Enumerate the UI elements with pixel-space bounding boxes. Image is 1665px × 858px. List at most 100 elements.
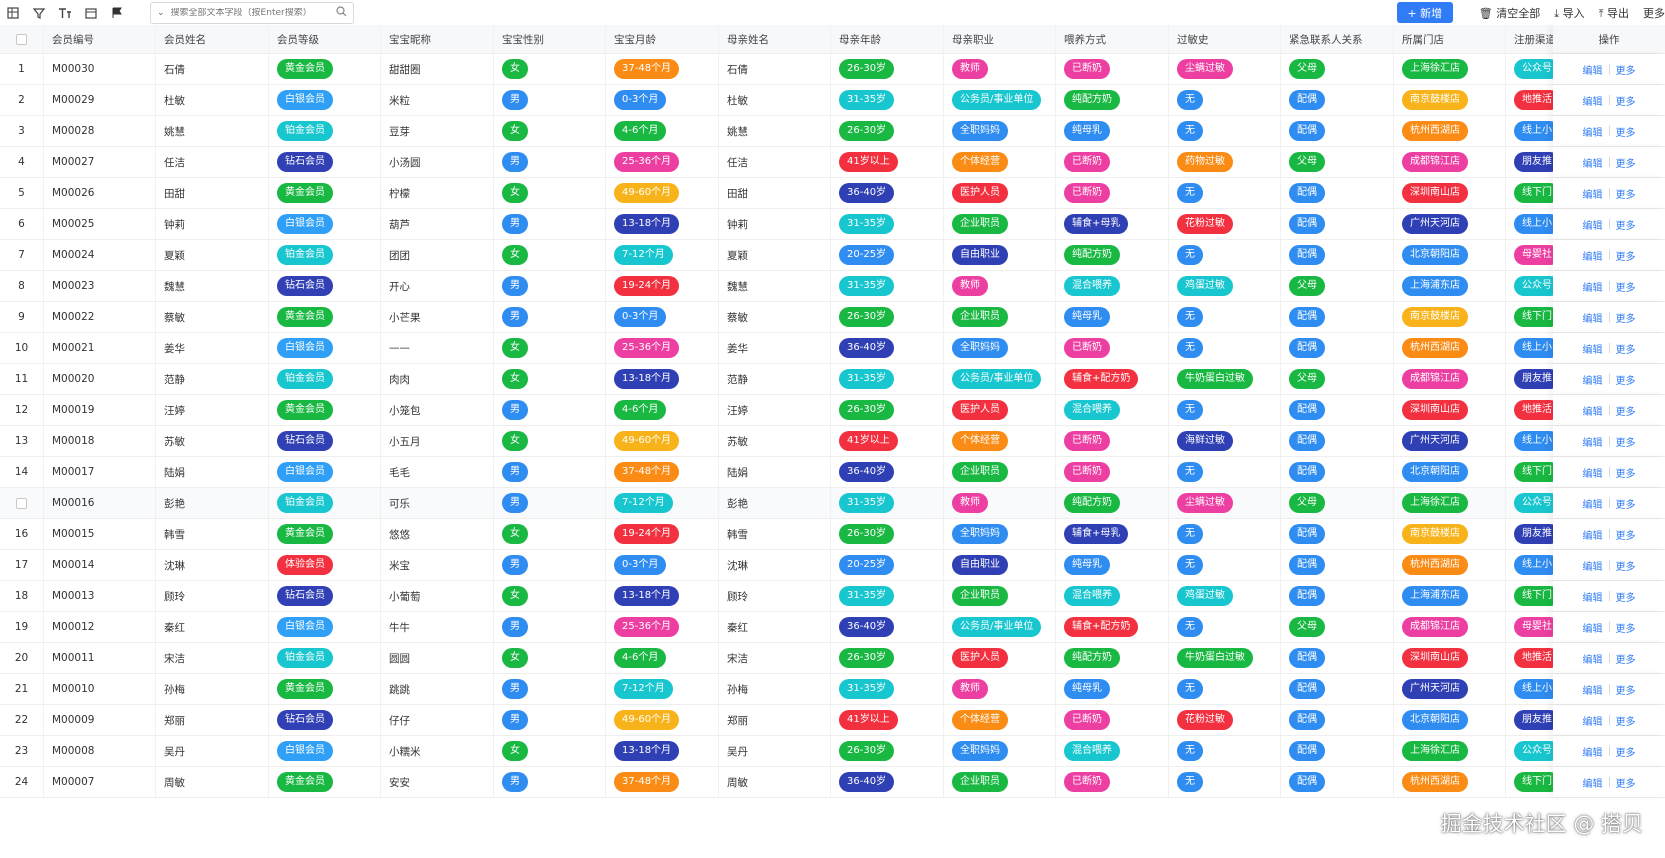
table-cell[interactable]: 男 [494,147,606,177]
table-cell[interactable]: M00020 [44,364,156,394]
clear-all-button[interactable]: 🗑 清空全部 [1479,5,1540,21]
table-cell[interactable]: 白银会员 [269,612,381,642]
table-cell[interactable]: 36-40岁 [831,767,944,797]
table-cell[interactable]: 配偶 [1281,209,1394,239]
table-cell[interactable]: 钻石会员 [269,271,381,301]
table-cell[interactable]: 无 [1169,674,1281,704]
table-cell[interactable]: 辅食+配方奶 [1056,364,1169,394]
select-all-checkbox[interactable] [16,33,27,45]
edit-link[interactable]: 编辑 [1582,282,1603,294]
table-cell[interactable]: 37-48个月 [606,767,719,797]
edit-link[interactable]: 编辑 [1582,96,1603,108]
table-cell[interactable]: 13-18个月 [606,364,719,394]
table-cell[interactable]: 已断奶 [1056,457,1169,487]
table-cell[interactable]: M00008 [44,736,156,766]
table-cell[interactable]: 南京鼓楼店 [1394,85,1506,115]
table-cell[interactable]: 杭州西湖店 [1394,116,1506,146]
table-cell[interactable]: 男 [494,488,606,518]
table-cell[interactable]: 25-36个月 [606,333,719,363]
table-cell[interactable]: 混合喂养 [1056,395,1169,425]
table-cell[interactable]: 蔡敏 [719,302,831,332]
table-cell[interactable]: 已断奶 [1056,54,1169,84]
table-cell[interactable]: 小芒果 [381,302,494,332]
table-cell[interactable]: 26-30岁 [831,736,944,766]
table-cell[interactable]: 无 [1169,395,1281,425]
table-cell[interactable]: 20-25岁 [831,550,944,580]
table-cell[interactable]: 白银会员 [269,736,381,766]
table-cell[interactable]: 汪婷 [156,395,269,425]
table-cell[interactable]: 13-18个月 [606,581,719,611]
table-cell[interactable]: 配偶 [1281,767,1394,797]
table-cell[interactable]: M00028 [44,116,156,146]
table-cell[interactable]: 沈琳 [156,550,269,580]
table-cell[interactable]: 混合喂养 [1056,271,1169,301]
table-cell[interactable]: 钻石会员 [269,426,381,456]
table-cell[interactable]: 已断奶 [1056,333,1169,363]
table-cell[interactable]: 小五月 [381,426,494,456]
table-cell[interactable]: 配偶 [1281,643,1394,673]
table-cell[interactable]: 男 [494,85,606,115]
table-cell[interactable]: 全职妈妈 [944,519,1056,549]
table-cell[interactable]: 姜华 [719,333,831,363]
more-link[interactable]: 更多 [1615,251,1636,263]
table-cell[interactable]: 2 [0,85,44,115]
table-cell[interactable]: 41岁以上 [831,147,944,177]
table-cell[interactable]: 纯配方奶 [1056,643,1169,673]
table-cell[interactable]: 个体经营 [944,705,1056,735]
table-cell[interactable]: 31-35岁 [831,364,944,394]
column-header[interactable]: 会员编号 [44,25,156,53]
table-cell[interactable]: 49-60个月 [606,705,719,735]
table-cell[interactable]: 10 [0,333,44,363]
table-cell[interactable]: 吴丹 [719,736,831,766]
table-cell[interactable]: 纯母乳 [1056,550,1169,580]
more-link[interactable]: 更多 [1615,96,1636,108]
table-cell[interactable]: 韩雪 [719,519,831,549]
column-header[interactable]: 母亲姓名 [719,25,831,53]
table-cell[interactable]: 女 [494,178,606,208]
edit-link[interactable]: 编辑 [1582,747,1603,759]
edit-link[interactable]: 编辑 [1582,158,1603,170]
table-cell[interactable]: 朋友推 [1506,705,1556,735]
table-cell[interactable]: 男 [494,612,606,642]
table-cell[interactable]: 开心 [381,271,494,301]
more-link[interactable]: 更多 [1615,716,1636,728]
table-cell[interactable]: 纯配方奶 [1056,240,1169,270]
table-cell[interactable]: 男 [494,705,606,735]
column-header[interactable]: 会员姓名 [156,25,269,53]
table-cell[interactable]: 已断奶 [1056,178,1169,208]
more-menu-button[interactable]: 更多 [1643,6,1665,20]
table-cell[interactable]: 甜甜圈 [381,54,494,84]
table-cell[interactable]: 深圳南山店 [1394,395,1506,425]
table-cell[interactable]: 顾玲 [156,581,269,611]
table-row[interactable]: 12 M00019 汪婷 黄金会员 小笼包 男 4-6个月 汪婷 26-30岁 医护人员 混合喂养 无… [0,395,1665,426]
table-cell[interactable]: 配偶 [1281,674,1394,704]
table-cell[interactable]: 安安 [381,767,494,797]
more-link[interactable]: 更多 [1615,623,1636,635]
table-cell[interactable]: 豆芽 [381,116,494,146]
table-cell[interactable]: 南京鼓楼店 [1394,302,1506,332]
table-cell[interactable]: M00017 [44,457,156,487]
table-cell[interactable]: 31-35岁 [831,488,944,518]
edit-link[interactable]: 编辑 [1582,654,1603,666]
table-cell[interactable]: 韩雪 [156,519,269,549]
table-cell[interactable]: 黄金会员 [269,178,381,208]
table-cell[interactable]: 肉肉 [381,364,494,394]
table-cell[interactable]: 钟莉 [719,209,831,239]
table-cell[interactable]: 圆圆 [381,643,494,673]
table-cell[interactable]: 混合喂养 [1056,736,1169,766]
edit-link[interactable]: 编辑 [1582,220,1603,232]
table-cell[interactable]: 朋友推 [1506,364,1556,394]
table-cell[interactable]: 31-35岁 [831,271,944,301]
edit-link[interactable]: 编辑 [1582,685,1603,697]
table-cell[interactable]: 铂金会员 [269,364,381,394]
table-cell[interactable]: 地推活 [1506,85,1556,115]
table-cell[interactable]: 仔仔 [381,705,494,735]
edit-link[interactable]: 编辑 [1582,251,1603,263]
column-header[interactable]: 宝宝昵称 [381,25,494,53]
column-header[interactable]: 宝宝月龄 [606,25,719,53]
table-cell[interactable]: 无 [1169,240,1281,270]
table-cell[interactable]: 父母 [1281,54,1394,84]
table-cell[interactable]: M00021 [44,333,156,363]
table-cell[interactable]: 31-35岁 [831,85,944,115]
table-cell[interactable]: 20-25岁 [831,240,944,270]
